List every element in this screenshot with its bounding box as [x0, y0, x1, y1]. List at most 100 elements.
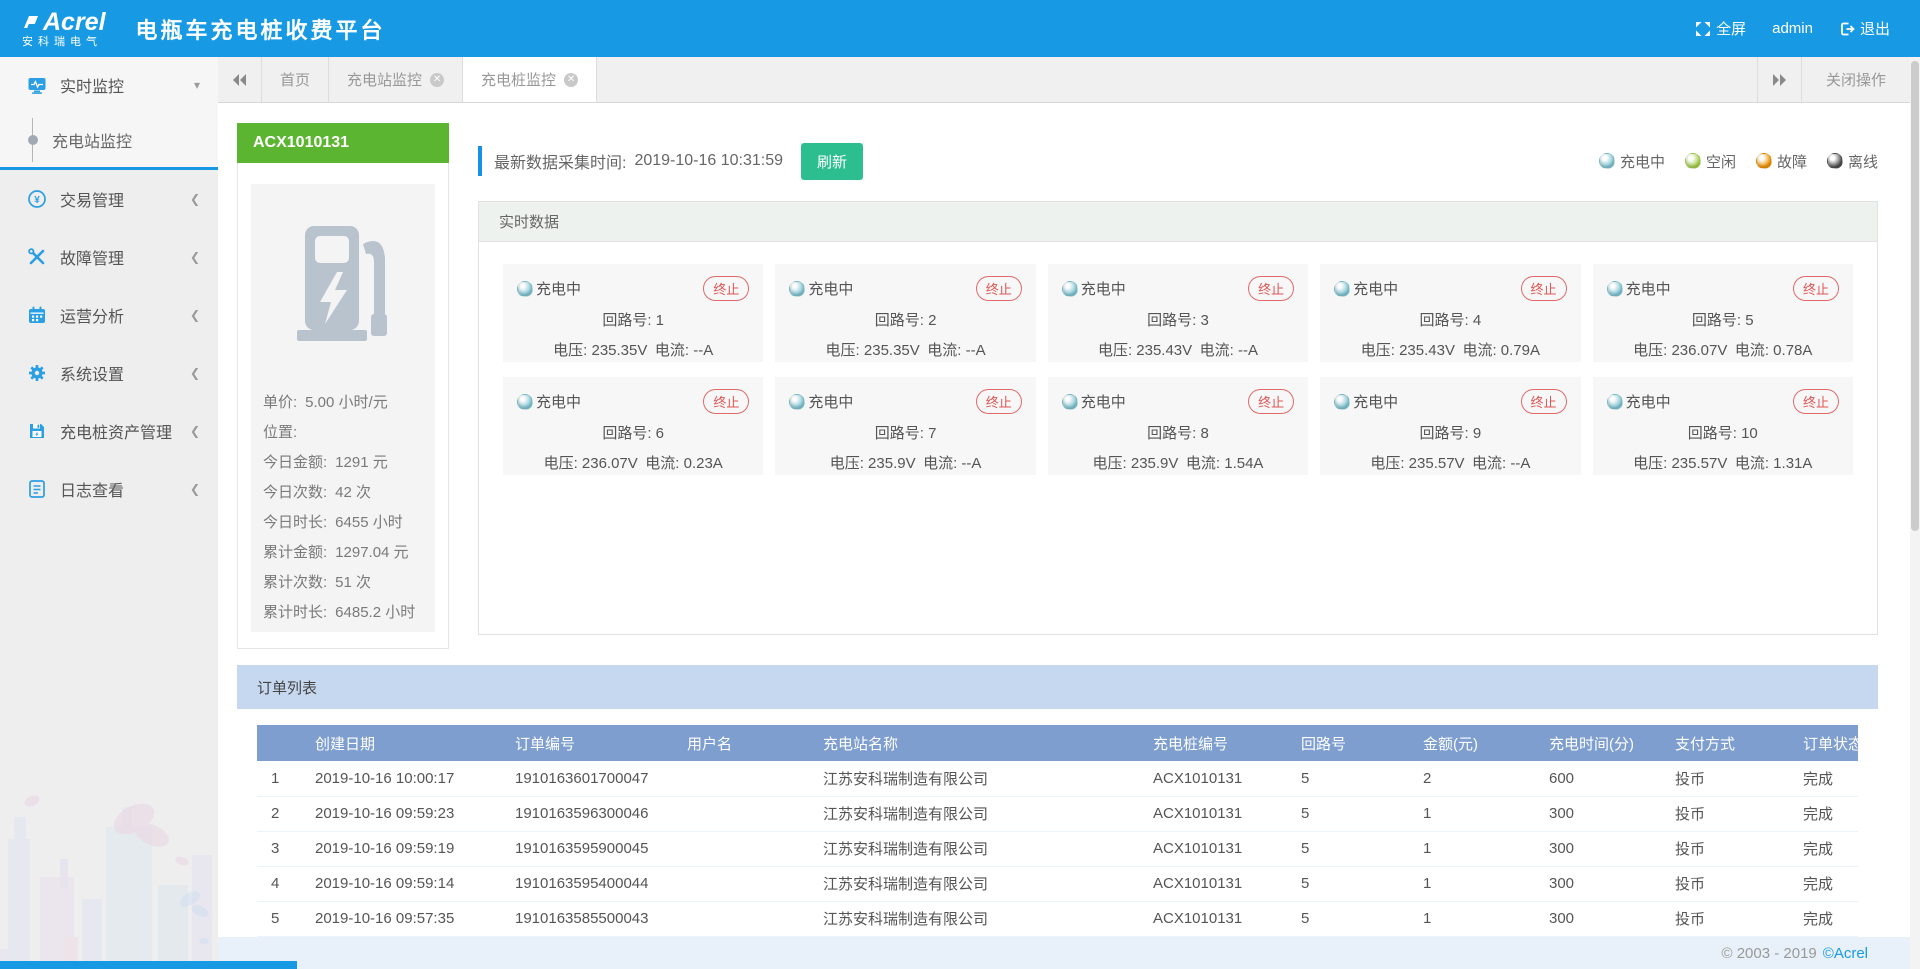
- status-charging-icon: [789, 394, 805, 410]
- sidebar-item-transactions[interactable]: ¥ 交易管理 ❮: [0, 170, 218, 228]
- order-cell: 投币: [1661, 901, 1789, 936]
- terminate-button[interactable]: 终止: [1248, 389, 1294, 414]
- voltage-current: 电压: 235.9V 电流: 1.54A: [1062, 452, 1294, 473]
- close-icon[interactable]: ✕: [430, 73, 444, 87]
- status-charging-icon: [1334, 281, 1350, 297]
- tabs-scroll-left-button[interactable]: [218, 57, 262, 102]
- terminate-button[interactable]: 终止: [976, 389, 1022, 414]
- order-row[interactable]: 42019-10-16 09:59:141910163595400044江苏安科…: [257, 866, 1858, 901]
- logo-flag-icon: [22, 13, 40, 31]
- tab-home[interactable]: 首页: [262, 57, 329, 102]
- circuit-number: 回路号: 5: [1607, 309, 1839, 330]
- orders-tbody: 12019-10-16 10:00:171910163601700047江苏安科…: [257, 761, 1858, 936]
- terminate-button[interactable]: 终止: [1521, 389, 1567, 414]
- orders-header-row: 创建日期订单编号用户名充电站名称充电桩编号回路号金额(元)充电时间(分)支付方式…: [257, 725, 1858, 761]
- status-dot-icon: [1599, 153, 1615, 169]
- sidebar: 实时监控 ▾ 充电站监控 ¥ 交易管理 ❮ 故障管理 ❮ 运营分析 ❮: [0, 57, 218, 969]
- order-cell: 1: [1409, 831, 1535, 866]
- card-status-label: 充电中: [808, 278, 853, 299]
- circuit-number: 回路号: 1: [517, 309, 749, 330]
- footer: © 2003 - 2019 ©Acrel: [218, 937, 1910, 969]
- order-cell: 4: [257, 866, 301, 901]
- order-row[interactable]: 12019-10-16 10:00:171910163601700047 江苏安科…: [257, 761, 1858, 796]
- order-cell: 1: [1409, 796, 1535, 831]
- terminate-button[interactable]: 终止: [1793, 276, 1839, 301]
- order-cell: ACX1010131: [1139, 866, 1287, 901]
- order-row[interactable]: 32019-10-16 09:59:191910163595900045江苏安科…: [257, 831, 1858, 866]
- brand-link[interactable]: ©Acrel: [1823, 945, 1868, 962]
- charge-point-card: 充电中 终止 回路号: 5 电压: 236.07V 电流: 0.78A: [1593, 264, 1853, 362]
- fullscreen-button[interactable]: 全屏: [1695, 18, 1746, 39]
- terminate-button[interactable]: 终止: [703, 276, 749, 301]
- logo-text: Acrel: [43, 10, 106, 35]
- order-cell: 1910163601700047: [501, 761, 673, 796]
- order-cell: 江苏安科瑞制造有限公司: [809, 761, 1139, 796]
- order-cell: 1910163596300046: [501, 796, 673, 831]
- status-dot-icon: [1827, 153, 1843, 169]
- order-row[interactable]: 22019-10-16 09:59:231910163596300046江苏安科…: [257, 796, 1858, 831]
- card-status-label: 充电中: [536, 391, 581, 412]
- card-status-label: 充电中: [536, 278, 581, 299]
- circuit-number: 回路号: 4: [1334, 309, 1566, 330]
- analysis-icon: [27, 305, 47, 325]
- voltage-current: 电压: 235.43V 电流: --A: [1062, 339, 1294, 360]
- charge-point-card: 充电中 终止 回路号: 6 电压: 236.07V 电流: 0.23A: [503, 377, 763, 475]
- orders-col-header: 充电时间(分): [1535, 725, 1661, 761]
- terminate-button[interactable]: 终止: [1521, 276, 1567, 301]
- realtime-panel: 实时数据 充电中 终止 回路号: 1 电压: 235.35V 电流: --A 充…: [478, 201, 1878, 635]
- sidebar-item-logs[interactable]: 日志查看 ❮: [0, 460, 218, 518]
- orders-col-header: 订单编号: [501, 725, 673, 761]
- app-header: Acrel 安科瑞电气 电瓶车充电桩收费平台 全屏 admin: [0, 0, 1920, 57]
- order-cell: 300: [1535, 831, 1661, 866]
- order-cell: 完成: [1789, 831, 1858, 866]
- order-cell: 1910163595400044: [501, 866, 673, 901]
- sidebar-item-station-monitor[interactable]: 充电站监控: [0, 113, 218, 167]
- order-row[interactable]: 52019-10-16 09:57:351910163585500043江苏安科…: [257, 901, 1858, 936]
- scrollbar-thumb[interactable]: [1911, 61, 1919, 531]
- status-charging-icon: [1607, 394, 1623, 410]
- tab-pile-monitor[interactable]: 充电桩监控 ✕: [463, 57, 597, 102]
- realtime-panel-title: 实时数据: [479, 202, 1877, 242]
- terminate-button[interactable]: 终止: [1248, 276, 1294, 301]
- order-cell: 投币: [1661, 796, 1789, 831]
- chevron-left-icon: ❮: [190, 250, 200, 264]
- acrel-logo: Acrel 安科瑞电气: [22, 10, 106, 48]
- sidebar-item-settings[interactable]: 系统设置 ❮: [0, 344, 218, 402]
- status-legend: 充电中 空闲 故障 离线: [1599, 151, 1878, 172]
- card-status-label: 充电中: [1626, 278, 1671, 299]
- status-charging-icon: [1607, 281, 1623, 297]
- sidebar-item-assets[interactable]: 充电桩资产管理 ❮: [0, 402, 218, 460]
- charge-point-card: 充电中 终止 回路号: 8 电压: 235.9V 电流: 1.54A: [1048, 377, 1308, 475]
- order-cell: 300: [1535, 866, 1661, 901]
- refresh-button[interactable]: 刷新: [801, 143, 863, 180]
- chevron-left-icon: ❮: [190, 366, 200, 380]
- order-cell: 600: [1535, 761, 1661, 796]
- sidebar-item-realtime-monitor[interactable]: 实时监控 ▾: [0, 57, 218, 113]
- sidebar-item-analytics[interactable]: 运营分析 ❮: [0, 286, 218, 344]
- sidebar-item-faults[interactable]: 故障管理 ❮: [0, 228, 218, 286]
- terminate-button[interactable]: 终止: [703, 389, 749, 414]
- vertical-scrollbar[interactable]: [1910, 57, 1920, 969]
- chevron-down-icon: ▾: [194, 78, 200, 92]
- user-menu[interactable]: admin: [1772, 20, 1813, 37]
- close-icon[interactable]: ✕: [564, 73, 578, 87]
- card-status-label: 充电中: [1626, 391, 1671, 412]
- order-cell: 2019-10-16 10:00:17: [301, 761, 501, 796]
- orders-col-header: 创建日期: [301, 725, 501, 761]
- order-cell: 300: [1535, 901, 1661, 936]
- station-id: ACX1010131: [237, 123, 449, 163]
- order-cell: [673, 901, 809, 936]
- terminate-button[interactable]: 终止: [1793, 389, 1839, 414]
- tab-station-monitor[interactable]: 充电站监控 ✕: [329, 57, 463, 102]
- order-cell: 1: [257, 761, 301, 796]
- status-dot-icon: [1685, 153, 1701, 169]
- station-stats: 单价:5.00 小时/元位置:今日金额:1291 元今日次数:42 次今日时长:…: [263, 388, 423, 628]
- logout-button[interactable]: 退出: [1839, 18, 1890, 39]
- terminate-button[interactable]: 终止: [976, 276, 1022, 301]
- close-operations-button[interactable]: 关闭操作: [1801, 57, 1910, 102]
- card-status-label: 充电中: [808, 391, 853, 412]
- order-cell: 2: [1409, 761, 1535, 796]
- station-panel: ACX1010131 单价:5.00 小时/元位置:今日金额:1291 元今日次…: [237, 123, 449, 649]
- accent-bar: [478, 146, 482, 176]
- tabs-scroll-right-button[interactable]: [1757, 57, 1801, 102]
